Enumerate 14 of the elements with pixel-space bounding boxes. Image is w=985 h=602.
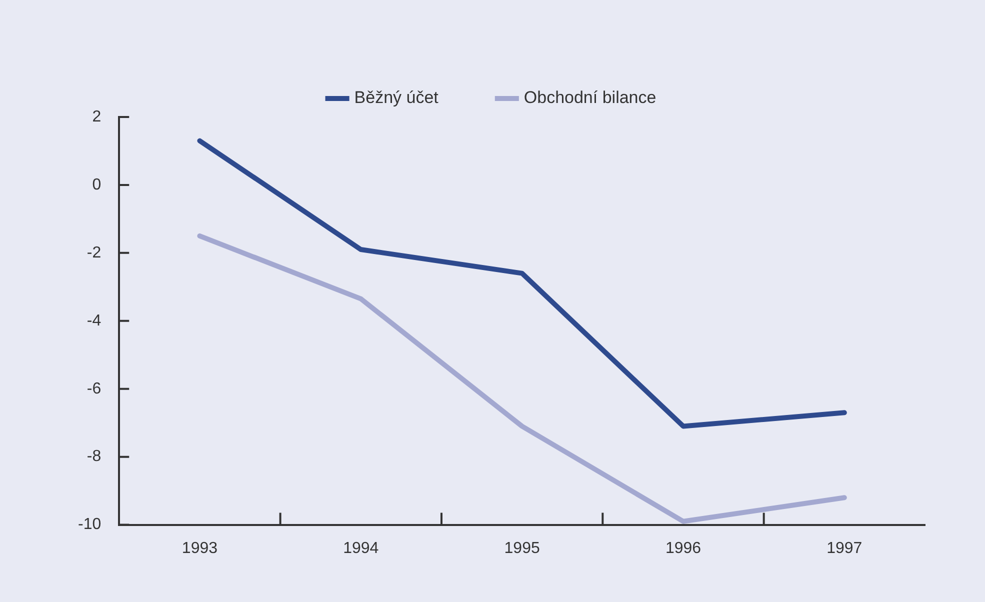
legend-label: Obchodní bilance — [524, 88, 656, 108]
x-tick-label: 1994 — [343, 540, 379, 557]
x-tick-label: 1995 — [504, 540, 540, 557]
y-tick-label: -8 — [86, 448, 102, 466]
x-tick-label: 1997 — [826, 540, 862, 557]
y-tick-label: 0 — [92, 176, 102, 194]
y-tick-label: -10 — [78, 516, 102, 534]
y-tick-label: 2 — [92, 108, 102, 126]
legend-label: Běžný účet — [354, 88, 439, 108]
y-tick-label: -4 — [86, 312, 102, 330]
x-tick-label: 1996 — [665, 540, 702, 557]
x-tick-label: 1993 — [182, 540, 218, 557]
y-tick-label: -2 — [86, 244, 102, 262]
y-tick-label: -6 — [86, 380, 102, 398]
